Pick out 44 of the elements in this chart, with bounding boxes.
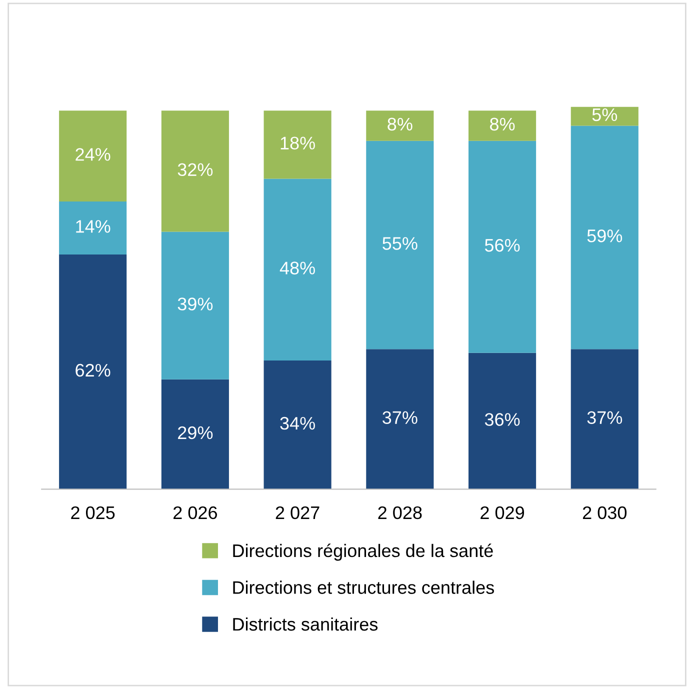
data-label: 36% [484,413,520,426]
x-tick-label: 2 029 [480,506,524,520]
x-tick-label: 2 028 [378,506,422,520]
bar [570,349,638,490]
data-label: 14% [76,220,110,233]
bar [59,110,127,202]
x-tick-label: 2 025 [71,506,115,520]
x-tick-label: 2 030 [582,506,627,520]
x-tick-label: 2 026 [174,506,217,520]
bar [570,126,638,350]
data-label: 5% [592,108,618,122]
data-label: 8% [490,118,515,131]
legend-label: Districts sanitaires [233,617,378,631]
data-label: 32% [178,163,213,176]
x-tick-label: 2 027 [276,506,320,520]
data-label: 37% [587,411,622,424]
data-label: 55% [382,237,418,250]
bar [264,360,332,490]
bar [161,232,229,380]
bar [59,201,127,254]
data-label: 56% [484,238,520,252]
data-label: 39% [178,298,213,310]
data-label: 62% [76,364,110,377]
bar [59,254,127,490]
data-label: 48% [280,262,315,274]
bar [366,110,434,141]
bar [366,349,434,490]
legend-label: Directions et structures centrales [233,580,494,594]
legend-label: Directions régionales de la santé [233,544,493,561]
bar [161,110,229,232]
data-label: 8% [388,118,412,131]
data-label: 24% [76,148,110,161]
data-label: 29% [178,426,213,440]
bar [468,352,536,490]
bar [468,110,536,141]
bar [468,140,536,353]
bar [264,178,332,360]
bar [161,379,229,490]
data-label: 59% [587,229,622,242]
data-label: 18% [280,136,315,150]
bar [366,140,434,350]
data-label: 37% [382,411,418,424]
bar [264,110,332,179]
data-label: 34% [280,416,315,430]
